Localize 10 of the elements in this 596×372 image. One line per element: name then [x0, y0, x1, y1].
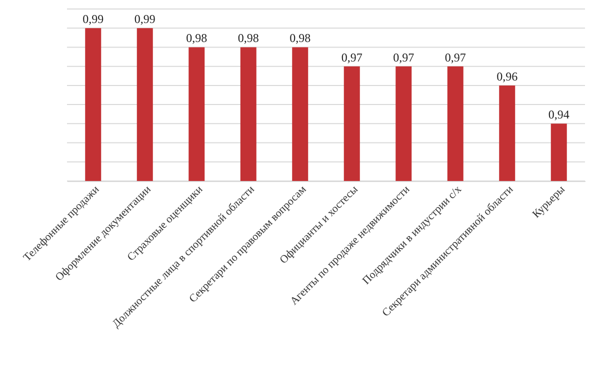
data-label: 0,96: [496, 69, 518, 84]
data-label: 0,94: [548, 108, 570, 122]
data-label: 0,99: [82, 12, 104, 26]
data-label: 0,97: [444, 50, 466, 64]
data-label: 0,98: [290, 31, 311, 46]
data-label: 0,97: [393, 50, 414, 64]
data-label: 0,99: [134, 12, 156, 26]
data-label: 0,98: [186, 31, 208, 46]
data-label: 0,97: [341, 50, 362, 64]
data-label: 0,98: [238, 31, 259, 46]
